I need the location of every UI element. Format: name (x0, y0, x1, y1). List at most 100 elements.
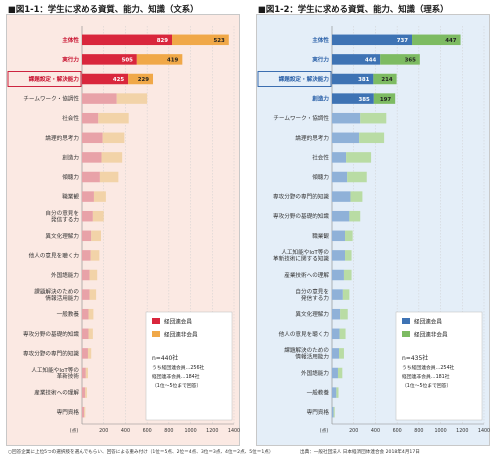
bar-member (82, 112, 99, 124)
bar-nonmember (347, 171, 367, 183)
category-label: 外国語能力 (51, 271, 79, 279)
bar-nonmember (336, 387, 339, 398)
bar-nonmember (98, 112, 129, 124)
legend-label: 経団連会員 (414, 318, 442, 326)
footnote-left: ○回答企業に上位5つの選択肢を選んでもらい、回答による重み付け（1位＝5点、2位… (8, 450, 274, 455)
category-label: 他人の意見を聴く力 (279, 330, 330, 338)
bar-nonmember (346, 152, 372, 163)
category-label: 職業観 (62, 193, 79, 201)
value-label-member: 737 (397, 38, 409, 44)
bar-nonmember (102, 132, 125, 144)
category-label: 人工知能やIoT等の革新技術 (31, 366, 79, 380)
bar-member (82, 132, 103, 144)
category-label: 外国語能力 (301, 369, 329, 377)
category-label: 傾聴力 (312, 173, 329, 181)
value-label-member: 425 (113, 77, 125, 83)
bar-nonmember (90, 250, 100, 261)
x-tick-label: 400 (371, 428, 380, 434)
category-label: 専攻分野の基礎的知識 (23, 330, 79, 338)
category-label: 異文化理解力 (295, 310, 329, 318)
bar-nonmember (116, 93, 148, 104)
bar-nonmember (343, 269, 352, 281)
x-tick-label: 200 (349, 428, 358, 434)
bar-nonmember (373, 93, 396, 104)
x-tick-label: 200 (99, 428, 108, 434)
bar-nonmember (101, 152, 123, 163)
category-label: 職業観 (312, 232, 329, 240)
highlight-box (7, 71, 82, 87)
category-label: 創造力 (312, 95, 329, 103)
bar-nonmember (342, 289, 350, 300)
bar-member (82, 406, 85, 418)
bar-nonmember (89, 289, 97, 300)
footnote-right: 出典：一般社団法人 日本経済団体連合会 2018年4月17日 (300, 450, 420, 455)
bar-nonmember (88, 328, 93, 340)
value-label-member: 444 (365, 58, 377, 64)
category-label: 一般教養 (57, 310, 80, 318)
category-label: 論理的思考力 (45, 134, 79, 142)
x-tick-label: 600 (143, 428, 152, 434)
bar-nonmember (345, 250, 352, 261)
bar-member (332, 387, 337, 398)
legend-label: 経団連非会員 (164, 331, 198, 339)
bar-member (332, 367, 338, 379)
legend-swatch (152, 318, 160, 324)
sample-note: うち経団連会員…256社 (152, 364, 205, 371)
value-label-nonmember: 197 (380, 97, 392, 103)
bar-nonmember (345, 230, 353, 242)
category-label: 自分の意見を発信する力 (295, 287, 329, 301)
bar-member (82, 152, 102, 163)
legend-swatch (152, 331, 160, 337)
bar-member (82, 367, 86, 379)
category-label: 課題解決のための情報活用能力 (34, 287, 79, 301)
category-label: 専門資格 (307, 408, 330, 416)
bar-member (332, 328, 340, 340)
bar-member (332, 406, 334, 418)
category-label: 異文化理解力 (45, 232, 79, 240)
bar-member (82, 34, 173, 46)
category-label: 実行力 (62, 55, 79, 63)
value-label-nonmember: 523 (214, 38, 226, 44)
sample-note: 経団連非会員…184社 (152, 373, 200, 380)
bar-member (332, 191, 351, 202)
bar-nonmember (337, 367, 343, 379)
category-label: 専攻分野の専門的知識 (273, 193, 329, 201)
bar-member (332, 348, 340, 359)
bar-member (332, 73, 374, 85)
bar-member (82, 54, 137, 65)
bar-nonmember (91, 230, 101, 242)
bar-member (332, 171, 348, 183)
bar-member (82, 250, 91, 261)
category-label: チームワーク・協調性 (273, 114, 329, 122)
value-label-member: 381 (358, 77, 370, 83)
bar-nonmember (136, 54, 183, 65)
value-label-nonmember: 419 (167, 58, 179, 64)
x-tick-label: 1200 (206, 428, 218, 434)
legend-box (395, 311, 483, 421)
bar-nonmember (128, 73, 154, 85)
bar-nonmember (87, 348, 92, 359)
bar-member (332, 289, 343, 300)
bar-member (332, 34, 413, 46)
x-tick-label: 1000 (184, 428, 196, 434)
bar-member (82, 73, 129, 85)
bar-nonmember (349, 210, 361, 222)
x-tick-label: 600 (393, 428, 402, 434)
value-label-nonmember: 229 (138, 77, 150, 83)
chart-title-left: ■図1-1：学生に求める資質、能力、知識（文系） (8, 4, 199, 14)
x-tick-label: (点) (320, 428, 329, 434)
bar-nonmember (360, 112, 387, 124)
x-tick-label: 1200 (456, 428, 468, 434)
category-label: 課題設定・解決能力 (29, 75, 80, 83)
bar-member (82, 387, 86, 398)
x-tick-label: 1400 (228, 428, 240, 434)
category-label: 人工知能やIoT等の革新技術に関する知識 (273, 248, 329, 262)
bar-nonmember (333, 406, 335, 418)
bar-nonmember (350, 191, 363, 202)
bar-member (82, 210, 93, 222)
bar-member (82, 308, 89, 320)
bar-nonmember (85, 387, 87, 398)
category-label: 専攻分野の専門的知識 (23, 349, 79, 357)
value-label-nonmember: 365 (405, 58, 417, 64)
